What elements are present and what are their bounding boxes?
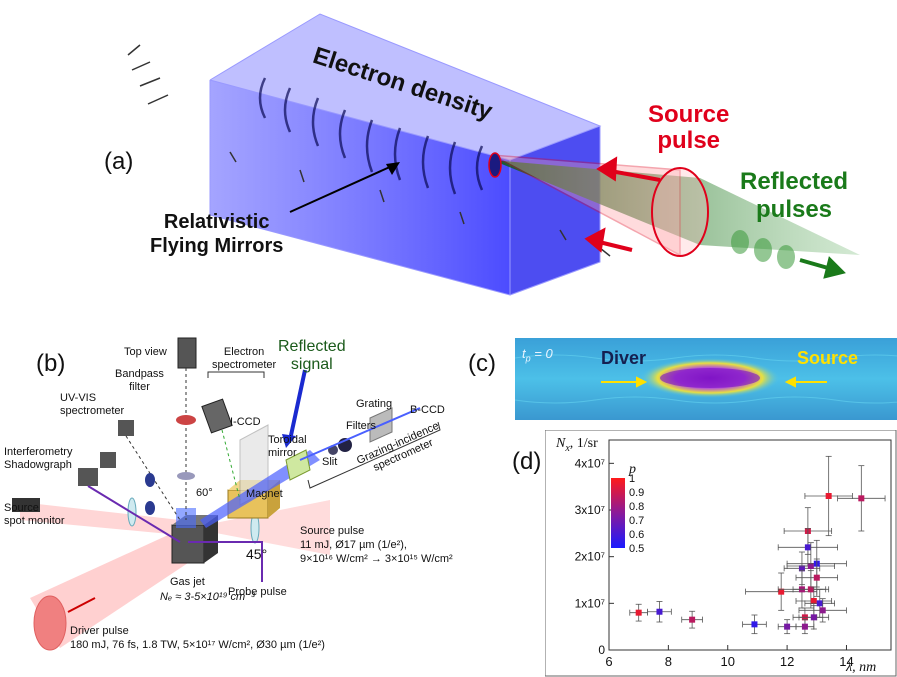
density-label: Nₑ ≈ 3-5×10¹⁹ cm⁻³ [160, 591, 255, 603]
colorbar-tick-label: 0.6 [629, 529, 644, 541]
interferometry-label: Interferometry Shadowgraph [4, 446, 73, 471]
y-axis-label: Nx, 1/sr [556, 436, 598, 454]
sim-time-label: tp = 0 [522, 346, 553, 364]
data-point [804, 455, 853, 537]
uvvis-box [118, 420, 134, 436]
panel-c-simulation [515, 338, 897, 420]
filters-label: Filters [346, 420, 376, 432]
source-arrows [584, 156, 661, 253]
colorbar [611, 478, 625, 548]
x-tick-label: 10 [721, 654, 735, 669]
gas-jet [171, 524, 205, 564]
toroidal-mirror-label: Toroidal mirror [268, 434, 307, 459]
x-tick-label: 6 [605, 654, 612, 669]
source-arrow [784, 376, 827, 388]
density-box-front [210, 80, 510, 295]
top-view-label: Top view [124, 346, 167, 358]
reflected-pulses-label: Reflected pulses [740, 168, 849, 223]
y-tick-label: 1x10⁷ [575, 596, 605, 610]
colorbar-tick-label: 0.8 [629, 501, 644, 513]
panel-d-label: (d) [512, 448, 542, 475]
source-cone [491, 154, 681, 257]
panel-a-label: (a) [104, 148, 134, 175]
colorbar-tick-label: 0.5 [629, 543, 644, 555]
uvvis-label: UV-VIS spectrometer [60, 392, 125, 417]
source-spot-label: Source spot monitor [4, 502, 65, 527]
magnet-label: Magnet [246, 488, 283, 500]
source-pulse-beam [190, 500, 330, 555]
iccd-camera [201, 398, 233, 434]
interferometry-box [78, 468, 98, 486]
driver-pulse-end [33, 595, 67, 651]
bandpass-filter [176, 415, 196, 425]
reflected-pulses-blobs [731, 230, 795, 269]
colorbar-tick-label: 1 [629, 473, 635, 485]
x-axis-label: λ, nm [846, 660, 877, 675]
x-tick-label: 12 [780, 654, 794, 669]
data-point [795, 558, 838, 597]
flying-mirrors-label: Relativistic Flying Mirrors [150, 211, 284, 257]
x-tick-label: 8 [665, 654, 672, 669]
reflected-signal-label: Reflected signal [278, 338, 346, 373]
angle-60-label: 60° [196, 487, 213, 499]
source-pulse-spec: Source pulse 11 mJ, Ø17 µm (1/e²), 9×10¹… [300, 525, 453, 565]
x-tick-label: 14 [839, 654, 853, 669]
data-point [837, 465, 886, 532]
electron-spectrometer-label: Electron spectrometer [212, 346, 277, 371]
bandpass-filter-label: Bandpass filter [115, 368, 164, 393]
colorbar-label: p [629, 462, 636, 477]
top-view-camera [177, 337, 197, 369]
source-cone-rim [651, 167, 709, 257]
data-point [798, 598, 847, 623]
y-tick-label: 2x10⁷ [575, 550, 605, 564]
driver-pulse-spec: Driver pulse 180 mJ, 76 fs, 1.8 TW, 5×10… [70, 625, 325, 651]
colorbar-tick-label: 0.9 [629, 487, 644, 499]
y-tick-label: 3x10⁷ [575, 503, 605, 517]
panel-a-illustration [127, 13, 860, 296]
panel-b-setup [12, 337, 441, 651]
gas-jet-label: Gas jet [170, 576, 205, 588]
y-tick-label: 4x10⁷ [575, 456, 605, 470]
probe-pulse-label: Probe pulse [228, 586, 287, 598]
iccd-label: I-CCD [230, 416, 261, 428]
slit-label: Slit [322, 456, 338, 468]
colorbar-tick-label: 0.7 [629, 515, 644, 527]
panel-c-label: (c) [468, 350, 496, 377]
bccd-label: B-CCD [410, 404, 445, 416]
plot-frame [608, 439, 892, 651]
diver-arrow [601, 376, 648, 388]
mirrors-pointer [289, 165, 393, 213]
reflected-beam [492, 160, 860, 255]
angle-45-label: 45° [246, 546, 268, 562]
density-box-top [210, 14, 600, 160]
grating-label: Grating [356, 398, 393, 410]
data-point [647, 601, 672, 623]
diver-label: Diver [601, 348, 647, 368]
source-label: Source [797, 348, 859, 368]
driver-pulse-beam [30, 525, 200, 648]
data-point [798, 605, 830, 630]
reflected-arrow [799, 256, 846, 279]
source-spot-monitor [12, 498, 40, 512]
wake-arcs [258, 77, 484, 195]
panel-b-label: (b) [36, 350, 66, 377]
data-point [681, 610, 703, 629]
probe-pulse-line [188, 541, 263, 582]
data-point [742, 614, 767, 635]
source-pulse-label: Source pulse [648, 101, 730, 154]
panel-d-chart: 6 8 10 12 14 0 1x10⁷ 2x10⁷ 3x10⁷ 4x10⁷ 1 0.9 0.8 0.… [545, 430, 897, 677]
y-tick-label: 0 [598, 643, 605, 657]
